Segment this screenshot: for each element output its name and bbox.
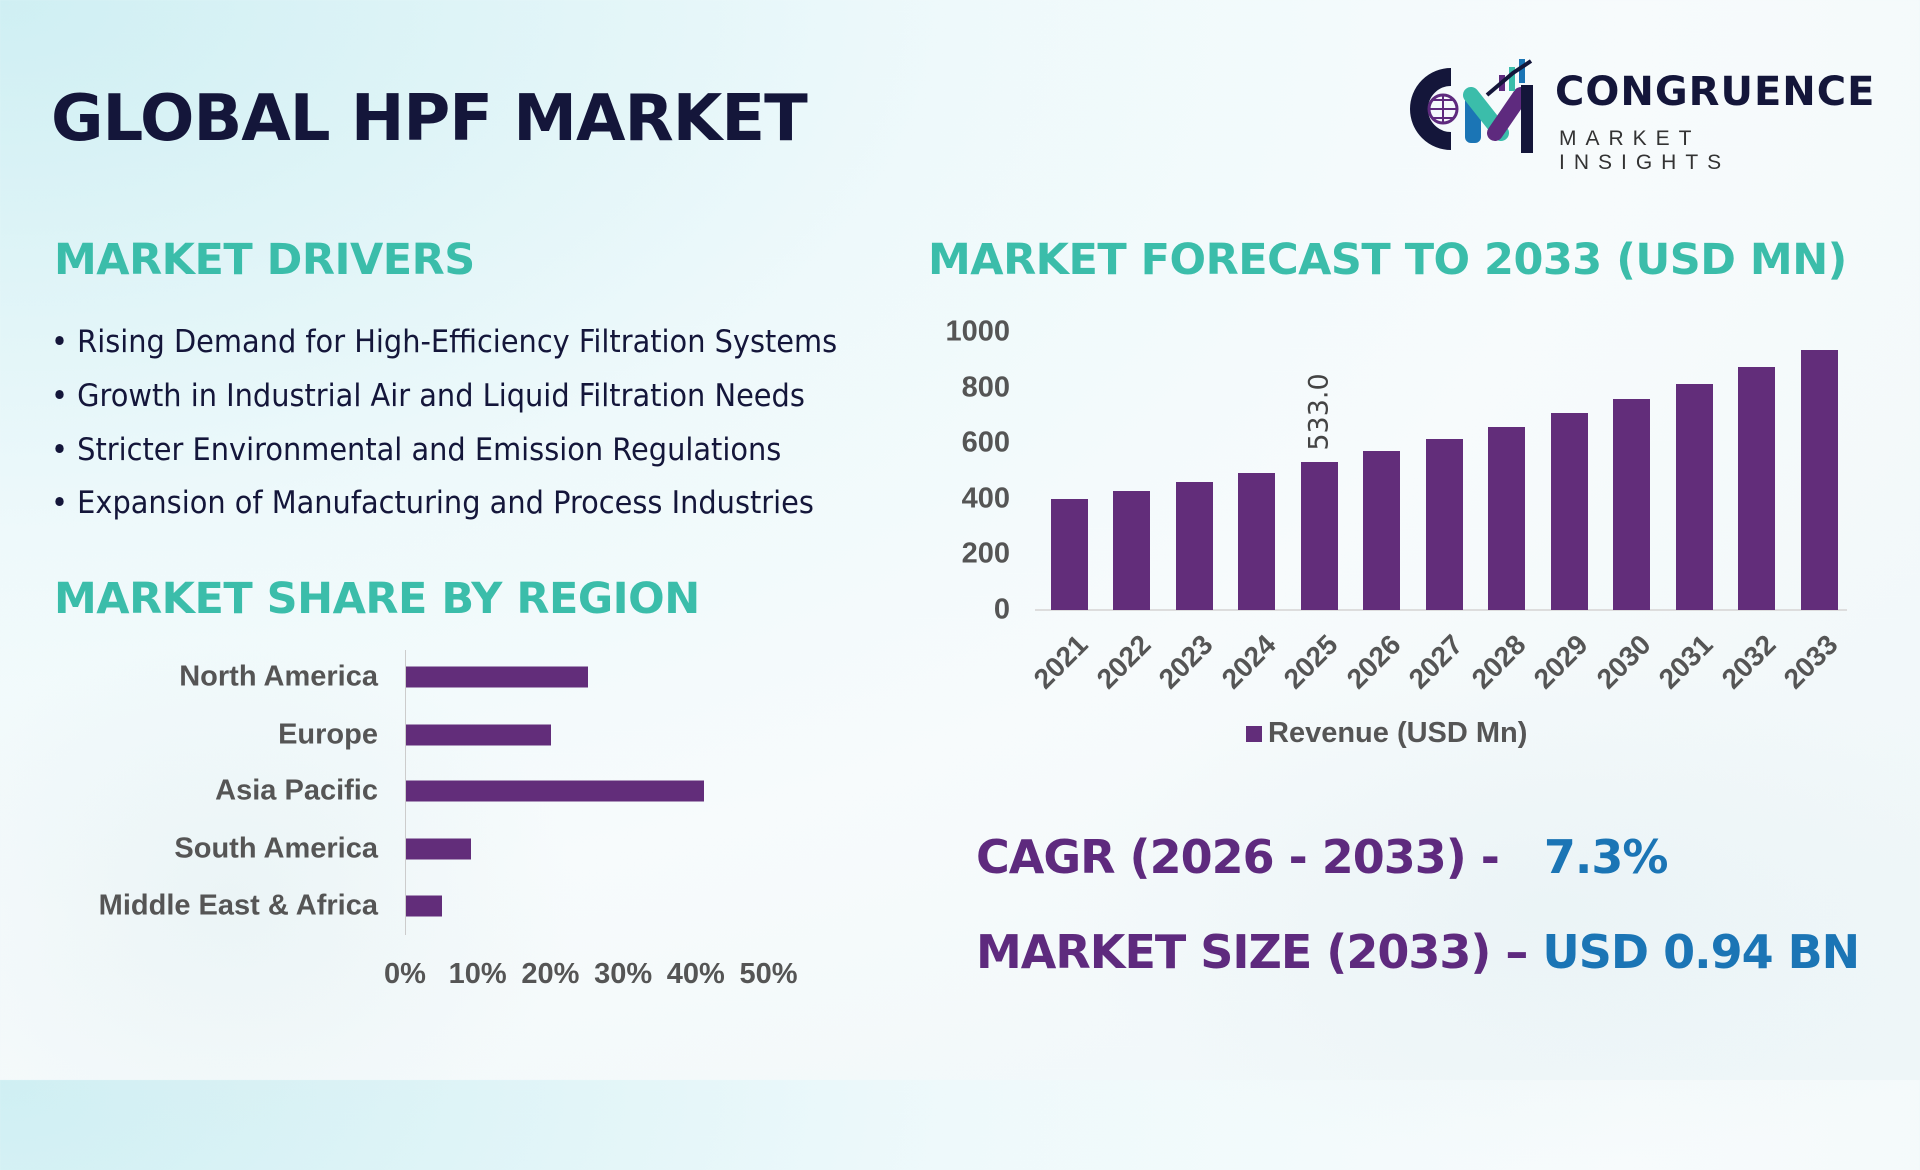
forecast-bar <box>1738 367 1775 610</box>
region-bar <box>406 724 552 746</box>
region-axis-line <box>405 650 406 935</box>
x-tick-label: 2023 <box>1152 628 1219 695</box>
region-bar <box>406 838 472 860</box>
x-tick-label: 2024 <box>1215 628 1282 695</box>
y-tick-label: 0 <box>993 593 1010 626</box>
region-bar <box>406 895 443 917</box>
forecast-bar <box>1050 498 1088 610</box>
y-tick-label: 800 <box>961 371 1010 404</box>
y-tick-label: 200 <box>961 537 1010 570</box>
forecast-bar <box>1675 383 1713 610</box>
y-tick-label: 400 <box>961 482 1010 515</box>
region-label: North America <box>179 660 378 693</box>
region-label: Europe <box>278 718 378 751</box>
forecast-heading: MARKET FORECAST TO 2033 (USD MN) <box>928 235 1847 285</box>
legend-label: Revenue (USD Mn) <box>1268 717 1528 749</box>
x-tick-label: 20% <box>521 958 580 990</box>
x-tick-label: 30% <box>594 958 653 990</box>
drivers-heading: MARKET DRIVERS <box>54 235 475 285</box>
driver-item: • Growth in Industrial Air and Liquid Fi… <box>51 378 805 414</box>
y-tick-label: 1000 <box>945 315 1010 348</box>
legend: Revenue (USD Mn) <box>1246 717 1527 750</box>
forecast-bar <box>1550 413 1588 610</box>
forecast-bar <box>1363 450 1400 610</box>
forecast-bar <box>1613 399 1650 610</box>
cagr-kpi: CAGR (2026 - 2033) - 7.3% <box>976 830 1669 884</box>
logo-tagline: MARKET INSIGHTS <box>1559 127 1731 174</box>
legend-swatch-icon <box>1246 725 1262 742</box>
page-title: GLOBAL HPF MARKET <box>51 82 808 156</box>
region-label: Asia Pacific <box>215 774 378 807</box>
x-tick-label: 50% <box>739 958 798 990</box>
x-tick-label: 40% <box>666 958 725 990</box>
data-label: 533.0 <box>1303 373 1335 451</box>
driver-item: • Rising Demand for High-Efficiency Filt… <box>51 324 838 360</box>
region-label: South America <box>174 832 378 865</box>
cagr-label: CAGR (2026 - 2033) - <box>976 830 1500 884</box>
logo-mark-icon <box>1410 59 1533 153</box>
x-tick-label: 0% <box>384 958 426 990</box>
forecast-bar <box>1238 472 1275 610</box>
region-bar <box>406 780 705 802</box>
x-tick-label: 2021 <box>1027 628 1094 695</box>
forecast-axis-line <box>1035 609 1847 611</box>
forecast-bar <box>1425 439 1463 610</box>
market-size-label: MARKET SIZE (2033) – <box>976 925 1528 979</box>
region-heading: MARKET SHARE BY REGION <box>54 574 700 624</box>
x-tick-label: 10% <box>448 958 507 990</box>
logo-name: CONGRUENCE <box>1555 69 1876 115</box>
forecast-bar <box>1300 461 1338 610</box>
forecast-bar <box>1488 426 1525 610</box>
driver-item: • Expansion of Manufacturing and Process… <box>51 485 814 521</box>
region-bar <box>406 666 588 688</box>
y-tick-label: 600 <box>961 426 1010 459</box>
forecast-bar <box>1800 349 1838 610</box>
cagr-value: 7.3% <box>1543 830 1669 884</box>
region-label: Middle East & Africa <box>98 889 378 922</box>
market-size-value: USD 0.94 BN <box>1542 925 1860 979</box>
forecast-bar <box>1113 491 1150 610</box>
driver-item: • Stricter Environmental and Emission Re… <box>51 432 782 468</box>
market-size-kpi: MARKET SIZE (2033) – USD 0.94 BN <box>976 925 1860 979</box>
logo: CONGRUENCE MARKET INSIGHTS <box>1403 55 1874 174</box>
x-tick-label: 2022 <box>1090 628 1157 695</box>
forecast-bar <box>1175 482 1213 610</box>
